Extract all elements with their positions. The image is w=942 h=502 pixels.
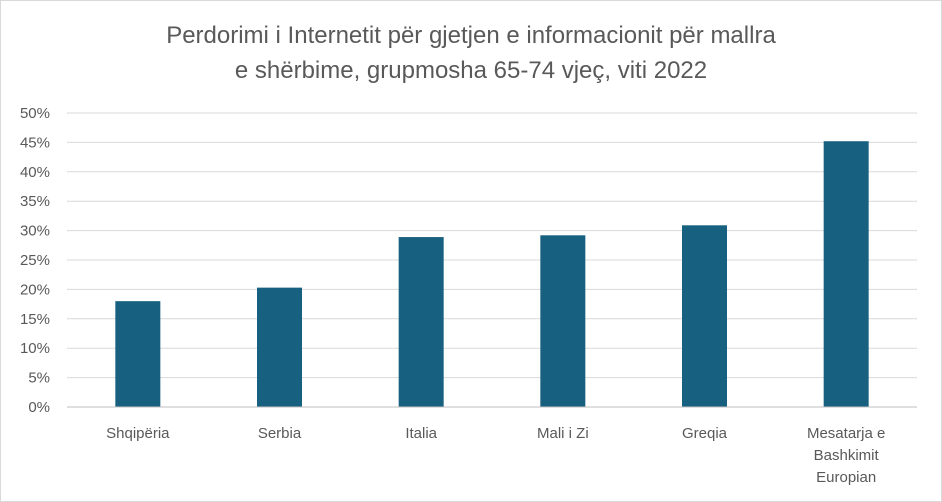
y-tick-label: 25% [20,252,50,269]
x-category-label: Mesatarja e Bashkimit Europian [807,425,885,486]
y-tick-label: 50% [20,105,50,122]
y-tick-label: 20% [20,281,50,298]
x-category-label: Greqia [682,425,728,442]
chart-title-line-1: Perdorimi i Internetit për gjetjen e inf… [166,22,776,49]
x-category-label: Italia [405,425,437,442]
x-category-label: Shqipëria [106,425,170,442]
bars [115,141,869,407]
x-category-label: Serbia [258,425,302,442]
y-tick-label: 5% [28,370,50,387]
bar [115,301,161,407]
chart-title-line-2: e shërbime, grupmosha 65-74 vjeç, viti 2… [234,57,708,84]
x-category-label: Mali i Zi [537,425,589,442]
y-tick-label: 10% [20,340,50,357]
y-tick-label: 45% [20,134,50,151]
chart-title: Perdorimi i Internetit për gjetjen e inf… [0,18,942,88]
y-tick-label: 35% [20,193,50,210]
y-tick-label: 30% [20,223,50,240]
y-tick-label: 15% [20,311,50,328]
bar [823,141,869,407]
y-tick-label: 0% [28,399,50,416]
bar [398,237,444,407]
y-tick-label: 40% [20,164,50,181]
y-axis-tick-labels: 0% 5% 10% 15% 20% 25% 30% 35% 40% 45% 50% [20,105,50,416]
bar [540,235,586,407]
gridlines [67,112,917,379]
bar [682,225,727,407]
bar [257,287,302,407]
x-axis-category-labels: Shqipëria Serbia Italia Mali i Zi Greqia Mesa… [106,425,885,486]
